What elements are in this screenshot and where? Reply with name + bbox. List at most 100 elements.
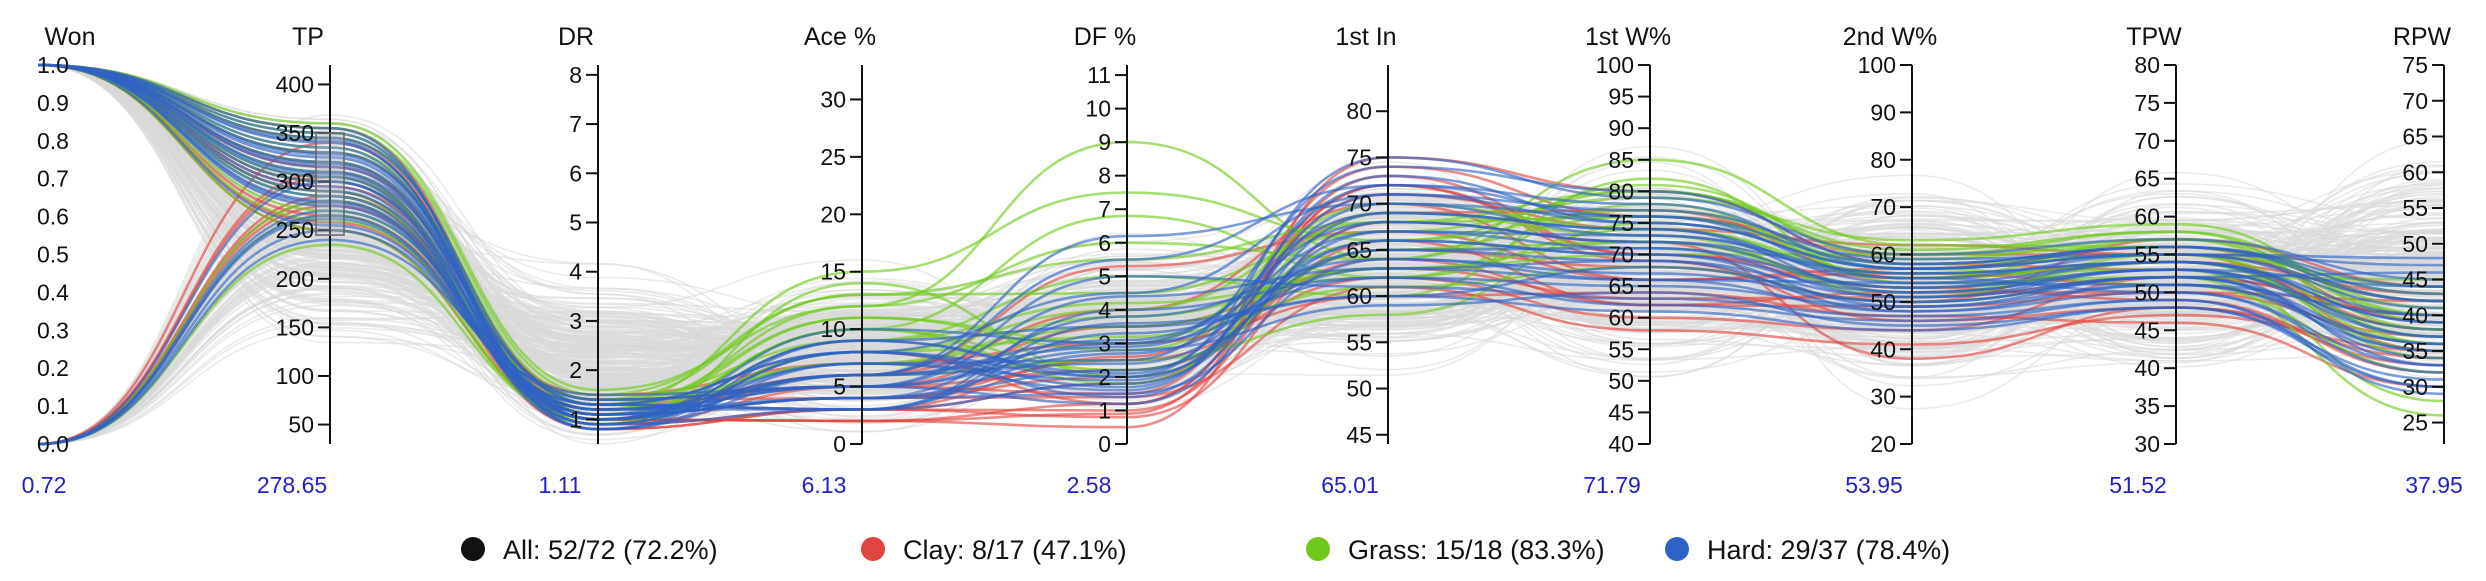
axis-df: 0 1 2 3 4 5 6 7 8 9 10 11 DF % bbox=[1074, 23, 1137, 457]
tick-label: 3 bbox=[1098, 330, 1111, 356]
tick-label: 75 bbox=[1608, 210, 1634, 236]
legend: All: 52/72 (72.2%) Clay: 8/17 (47.1%) Gras… bbox=[461, 535, 1950, 565]
tick-label: 0.8 bbox=[37, 128, 69, 154]
tick-label: 70 bbox=[2134, 128, 2160, 154]
legend-item-clay: Clay: 8/17 (47.1%) bbox=[861, 535, 1127, 565]
tick-label: 1.0 bbox=[37, 52, 69, 78]
tick-label: 55 bbox=[1346, 329, 1372, 355]
tick-label: 40 bbox=[1870, 336, 1896, 362]
tick-label: 75 bbox=[2134, 90, 2160, 116]
tick-label: 80 bbox=[1346, 98, 1372, 124]
tick-label: 85 bbox=[1608, 147, 1634, 173]
tick-label: 50 bbox=[2134, 279, 2160, 305]
tick-label: 95 bbox=[1608, 84, 1634, 110]
axes: 0.00.10.20.30.40.50.60.70.80.91.0Won5010… bbox=[37, 23, 2452, 457]
legend-label: All: 52/72 (72.2%) bbox=[503, 535, 718, 565]
line-hard bbox=[37, 209, 2445, 446]
line-hard bbox=[37, 180, 2445, 446]
mean-value: 6.13 bbox=[802, 472, 847, 498]
tick-label: 30 bbox=[1870, 384, 1896, 410]
tick-label: 0.6 bbox=[37, 204, 69, 230]
axis-title: RPW bbox=[2393, 23, 2452, 51]
tick-label: 11 bbox=[1087, 62, 1111, 88]
tick-label: 25 bbox=[2402, 410, 2428, 436]
tick-label: 70 bbox=[1870, 194, 1896, 220]
axis-title: Won bbox=[45, 23, 96, 51]
tick-label: 20 bbox=[1870, 431, 1896, 457]
tick-label: 55 bbox=[2402, 195, 2428, 221]
mean-value: 1.11 bbox=[538, 472, 581, 498]
tick-label: 2 bbox=[569, 357, 582, 383]
tick-label: 100 bbox=[276, 363, 314, 389]
tick-label: 50 bbox=[1870, 289, 1896, 315]
tick-label: 4 bbox=[1098, 297, 1111, 323]
axis-title: 2nd W% bbox=[1843, 23, 1937, 51]
axis-title: TPW bbox=[2126, 23, 2182, 51]
legend-swatch bbox=[1665, 537, 1689, 561]
tick-label: 0.1 bbox=[37, 393, 69, 419]
legend-item-all: All: 52/72 (72.2%) bbox=[461, 535, 718, 565]
tick-label: 75 bbox=[2402, 52, 2428, 78]
tick-label: 8 bbox=[1098, 163, 1111, 189]
legend-item-hard: Hard: 29/37 (78.4%) bbox=[1665, 535, 1950, 565]
tick-label: 1 bbox=[1098, 397, 1111, 423]
tick-label: 60 bbox=[1608, 305, 1634, 331]
tick-label: 8 bbox=[569, 62, 582, 88]
tick-label: 0.3 bbox=[37, 317, 69, 343]
tick-label: 65 bbox=[2134, 166, 2160, 192]
mean-value: 278.65 bbox=[257, 472, 327, 498]
line-hard bbox=[37, 63, 2445, 411]
tick-label: 0 bbox=[833, 431, 846, 457]
tick-label: 5 bbox=[833, 374, 846, 400]
tick-label: 50 bbox=[288, 412, 314, 438]
tick-label: 70 bbox=[1608, 242, 1634, 268]
axis-title: Ace % bbox=[804, 23, 876, 51]
axis-brush bbox=[315, 132, 345, 236]
axis-dr: 1 2 3 4 5 6 7 8 DR bbox=[558, 23, 599, 444]
line-hard bbox=[37, 217, 2445, 446]
axis-title: DF % bbox=[1074, 23, 1137, 51]
tick-label: 100 bbox=[1596, 52, 1634, 78]
tick-label: 7 bbox=[1098, 196, 1111, 222]
tick-label: 80 bbox=[1870, 147, 1896, 173]
tick-label: 5 bbox=[1098, 263, 1111, 289]
tick-label: 45 bbox=[1346, 422, 1372, 448]
mean-value: 71.79 bbox=[1583, 472, 1641, 498]
axis-1st-in: 45 50 55 60 65 70 75 80 1st In bbox=[1335, 23, 1396, 448]
axis-ace: 0 5 10 15 20 25 30 Ace % bbox=[804, 23, 876, 457]
line-hard bbox=[37, 63, 2445, 416]
tick-label: 20 bbox=[820, 201, 846, 227]
tick-label: 10 bbox=[820, 316, 846, 342]
tick-label: 0.4 bbox=[37, 279, 69, 305]
tick-label: 300 bbox=[276, 169, 314, 195]
line-hard bbox=[37, 63, 2445, 416]
tick-label: 200 bbox=[276, 266, 314, 292]
tick-label: 40 bbox=[2134, 355, 2160, 381]
tick-label: 50 bbox=[1608, 368, 1634, 394]
legend-label: Hard: 29/37 (78.4%) bbox=[1707, 535, 1950, 565]
tick-label: 0.5 bbox=[37, 242, 69, 268]
tick-label: 100 bbox=[1858, 52, 1896, 78]
tick-label: 30 bbox=[2402, 374, 2428, 400]
axis-tp: 50 100 150 200 250 300 350 400 TP bbox=[276, 23, 345, 444]
tick-label: 6 bbox=[1098, 230, 1111, 256]
axis-title: 1st In bbox=[1335, 23, 1396, 51]
tick-label: 3 bbox=[569, 308, 582, 334]
tick-label: 2 bbox=[1098, 364, 1111, 390]
tick-label: 50 bbox=[1346, 376, 1372, 402]
tick-label: 45 bbox=[1608, 399, 1634, 425]
tick-label: 150 bbox=[276, 314, 314, 340]
tick-label: 10 bbox=[1085, 96, 1111, 122]
line-hard bbox=[37, 228, 2445, 446]
tick-label: 15 bbox=[820, 259, 846, 285]
line-grass bbox=[37, 63, 2445, 392]
tick-label: 55 bbox=[1608, 336, 1634, 362]
tick-label: 0.0 bbox=[37, 431, 69, 457]
legend-item-grass: Grass: 15/18 (83.3%) bbox=[1306, 535, 1605, 565]
tick-label: 45 bbox=[2402, 267, 2428, 293]
legend-swatch bbox=[1306, 537, 1330, 561]
